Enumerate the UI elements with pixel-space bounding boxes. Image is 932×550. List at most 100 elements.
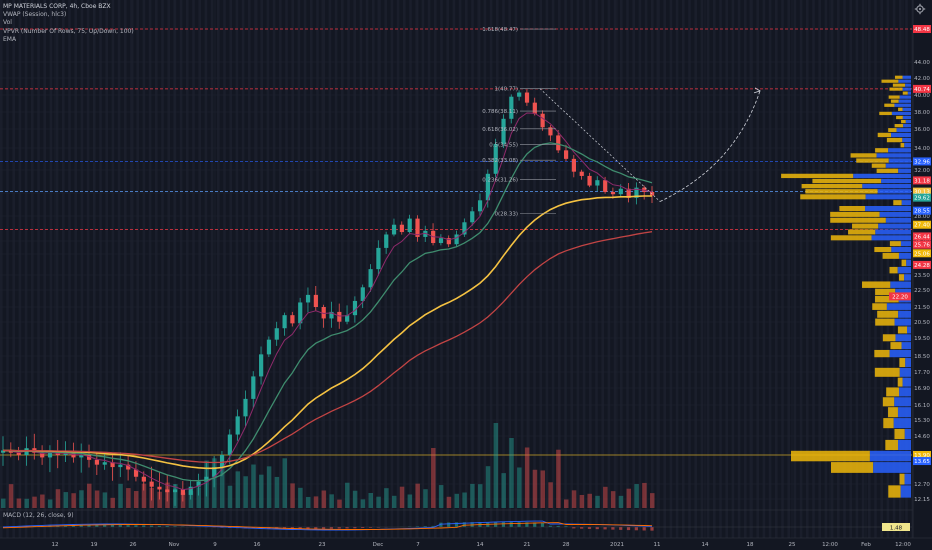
- macd-bar: [423, 526, 427, 527]
- session-stripe: [737, 0, 741, 538]
- macd-bar: [634, 527, 638, 531]
- session-stripe: [223, 0, 226, 538]
- session-stripe: [824, 0, 828, 538]
- indicator-legend: MP MATERIALS CORP, 4h, Cboe BZX VWAP (Se…: [3, 3, 134, 44]
- session-stripe: [508, 0, 511, 538]
- vpvr-row-down: [896, 115, 903, 120]
- session-stripe: [669, 0, 673, 538]
- gear-icon[interactable]: [914, 3, 926, 15]
- ema-legend[interactable]: EMA: [3, 35, 17, 43]
- vpvr-row-down: [892, 83, 906, 87]
- vwap-legend[interactable]: VWAP (Session, hlc3): [3, 11, 67, 19]
- trendline: [539, 88, 661, 202]
- session-stripe: [93, 0, 96, 538]
- candle-body: [204, 476, 209, 482]
- y-tick-label: 16.10: [914, 403, 930, 409]
- candle-body: [407, 218, 412, 233]
- session-stripe: [657, 0, 660, 538]
- vpvr-row-up: [901, 342, 911, 350]
- price-tag: [913, 187, 931, 196]
- arrow-icon: [753, 87, 761, 94]
- y-tick-label: 18.50: [914, 354, 930, 360]
- vpvr-row-down: [897, 377, 903, 387]
- session-stripe: [868, 0, 871, 538]
- session-stripe: [186, 0, 189, 538]
- vpvr-row-up: [904, 428, 911, 440]
- session-stripe: [663, 0, 666, 538]
- symbol-title[interactable]: MP MATERIALS CORP, 4h, Cboe BZX: [3, 3, 111, 10]
- session-stripe: [545, 0, 549, 538]
- vpvr-legend[interactable]: VPVR (Number Of Rows, 75, Up/Down, 100): [3, 27, 134, 35]
- macd-bar: [431, 525, 435, 527]
- candle-body: [446, 238, 451, 245]
- vpvr-row-down: [890, 342, 902, 350]
- macd-bar: [165, 526, 169, 527]
- session-stripe: [781, 0, 784, 538]
- vpvr-row-up: [902, 377, 911, 387]
- session-stripe: [248, 0, 251, 538]
- volume-bar: [368, 492, 374, 508]
- y-tick-label: 15.30: [914, 418, 930, 424]
- candle-body: [305, 294, 311, 303]
- candle-body: [165, 489, 170, 493]
- candle-body: [219, 455, 225, 468]
- y-tick-label: 17.70: [914, 370, 930, 376]
- vpvr-row-up: [888, 148, 911, 153]
- candle-body: [1, 450, 6, 453]
- session-stripe: [787, 0, 790, 538]
- session-stripe: [713, 0, 716, 538]
- volume-legend[interactable]: Vol: [3, 19, 12, 27]
- session-stripe: [204, 0, 208, 538]
- fib-label: 1.618(48.47): [482, 27, 518, 33]
- vpvr-row-up: [853, 173, 911, 179]
- x-tick-label: 14: [702, 542, 709, 548]
- macd-bar: [95, 525, 99, 527]
- session-stripe: [161, 0, 164, 538]
- fib-label: 0.236(31.26): [482, 178, 518, 184]
- x-tick-label: 12: [52, 542, 59, 548]
- candle-body: [24, 448, 29, 455]
- candle-body: [40, 452, 45, 458]
- vpvr-row-up: [865, 194, 911, 200]
- vpvr-row-down: [877, 132, 892, 138]
- vpvr-row-up: [897, 407, 911, 418]
- volume-bar: [556, 449, 561, 508]
- y-tick-label: 12.15: [914, 497, 930, 503]
- volume-bar: [274, 476, 280, 508]
- macd-bar: [509, 522, 513, 527]
- x-tick-label: 25: [789, 542, 796, 548]
- macd-bar: [87, 525, 91, 527]
- macd-bar: [361, 527, 365, 529]
- session-stripe: [644, 0, 648, 538]
- vpvr-row-down: [862, 281, 891, 288]
- session-stripe: [806, 0, 809, 538]
- session-stripe: [496, 0, 499, 538]
- volume-bar: [431, 448, 436, 508]
- candle-body: [266, 339, 272, 355]
- volume-bar: [141, 483, 147, 508]
- macd-bar: [650, 527, 654, 531]
- vpvr-row-down: [875, 295, 899, 303]
- y-tick-label: 44.00: [914, 60, 930, 66]
- candle-body: [532, 102, 537, 114]
- price-tag-label: 27.40: [914, 223, 930, 229]
- candle-body: [595, 180, 600, 186]
- candle-body: [345, 315, 350, 322]
- vpvr-row-up: [898, 310, 911, 318]
- vpvr-row-up: [895, 334, 911, 342]
- session-stripe: [136, 0, 139, 538]
- session-stripe: [260, 0, 263, 538]
- session-stripe: [818, 0, 821, 538]
- volume-bar: [634, 484, 639, 508]
- vpvr-row-down: [883, 418, 894, 429]
- session-stripe: [533, 0, 536, 538]
- volume-bar: [282, 458, 287, 508]
- candle-body: [274, 328, 279, 340]
- session-stripe: [415, 0, 418, 538]
- session-stripe: [142, 0, 146, 538]
- vpvr-row-up: [907, 91, 911, 95]
- vpvr-row-up: [902, 115, 911, 120]
- vpvr-row-up: [898, 79, 911, 83]
- macd-bar: [298, 527, 302, 529]
